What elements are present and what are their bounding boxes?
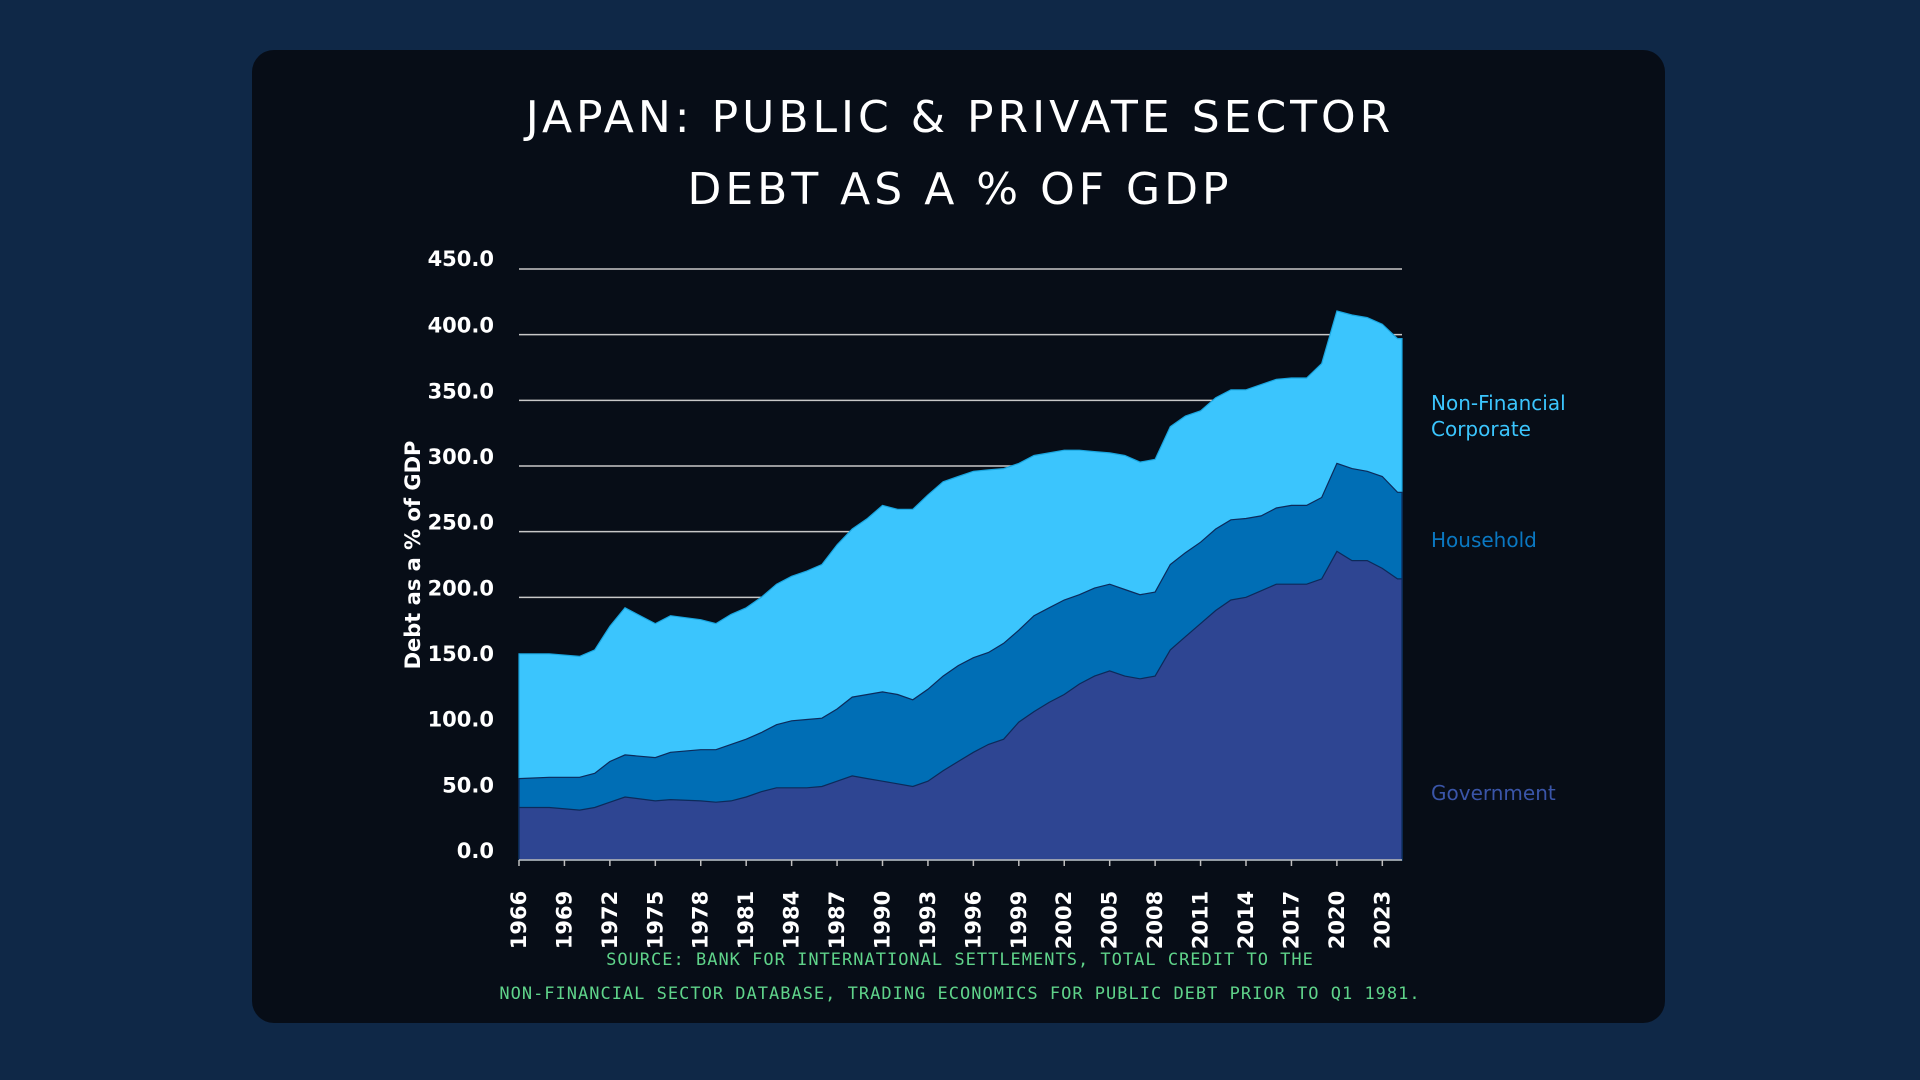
chart-title-line-2: DEBT AS A % OF GDP [687, 164, 1233, 215]
x-tick-label: 1990 [870, 891, 894, 949]
source-note-line-2: NON-FINANCIAL SECTOR DATABASE, TRADING E… [499, 984, 1421, 1004]
x-tick-label: 1966 [507, 891, 531, 949]
x-tick-label: 1987 [825, 891, 849, 949]
x-tick-label: 1999 [1007, 891, 1031, 949]
chart-areas [518, 310, 1403, 861]
x-tick-label: 2017 [1279, 891, 1303, 949]
government-area [518, 550, 1403, 861]
x-tick-label: 1972 [598, 891, 622, 949]
legend-household: Household [1431, 528, 1537, 552]
x-tick-label: 1996 [961, 891, 985, 949]
chart-title-line-1: JAPAN: PUBLIC & PRIVATE SECTOR [525, 92, 1395, 143]
y-tick-label: 200.0 [428, 576, 494, 600]
y-tick-label: 250.0 [428, 511, 494, 535]
x-tick-label: 2008 [1143, 891, 1167, 949]
x-tick-label: 2014 [1234, 891, 1258, 949]
x-tick-label: 1969 [552, 891, 576, 949]
x-tick-label: 2020 [1325, 891, 1349, 949]
x-tick-label: 2011 [1189, 891, 1213, 949]
y-axis-ticks: 0.0 50.0 100.0 150.0 200.0 250.0 300.0 350.0 400… [428, 247, 494, 863]
y-tick-label: 150.0 [428, 642, 494, 666]
y-tick-label: 0.0 [457, 839, 494, 863]
legend-government: Government [1431, 781, 1556, 805]
x-axis-ticks: 1966 1969 1972 1975 1978 1981 1984 1987 1990 1993… [507, 859, 1402, 949]
x-tick-label: 1981 [734, 891, 758, 949]
x-tick-label: 1978 [689, 891, 713, 949]
x-tick-label: 2002 [1052, 891, 1076, 949]
y-tick-label: 100.0 [428, 708, 494, 732]
x-tick-label: 1975 [643, 891, 667, 949]
legend-nfc-line-1: Non-Financial [1431, 391, 1566, 415]
x-tick-label: 2023 [1370, 891, 1394, 949]
x-tick-label: 1993 [916, 891, 940, 949]
x-tick-label: 2005 [1098, 891, 1122, 949]
x-tick-label: 1984 [780, 891, 804, 949]
y-tick-label: 400.0 [428, 314, 494, 338]
legend-non-financial-corporate: Non-Financial Corporate [1431, 390, 1566, 442]
y-axis-title: Debt as a % of GDP [401, 441, 425, 670]
y-tick-label: 300.0 [428, 445, 494, 469]
legend-nfc-line-2: Corporate [1431, 417, 1531, 441]
source-note-line-1: SOURCE: BANK FOR INTERNATIONAL SETTLEMEN… [606, 950, 1314, 970]
y-tick-label: 50.0 [442, 773, 494, 797]
y-tick-label: 450.0 [428, 247, 494, 271]
y-tick-label: 350.0 [428, 379, 494, 403]
